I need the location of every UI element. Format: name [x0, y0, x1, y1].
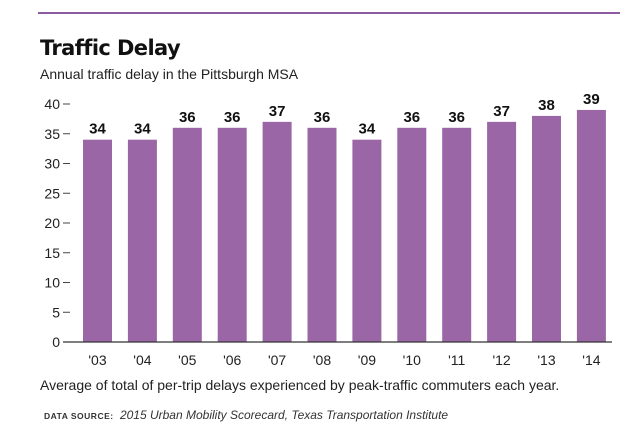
bar-value-label: 38 [538, 97, 555, 114]
bar-value-label: 36 [448, 109, 465, 126]
bar-value-label: 34 [89, 121, 106, 138]
bar [217, 127, 247, 342]
x-tick-label: '11 [448, 352, 465, 368]
bar [172, 127, 202, 342]
x-tick-label: '03 [88, 352, 106, 368]
y-axis: 0 5 10 15 20 25 30 35 40 [44, 96, 70, 350]
x-tick-label: '05 [178, 352, 196, 368]
chart-caption: Average of total of per-trip delays expe… [40, 377, 560, 393]
y-tick-label: 25 [44, 185, 60, 201]
y-tick-label: 30 [44, 156, 60, 172]
chart-subtitle: Annual traffic delay in the Pittsburgh M… [40, 66, 299, 82]
y-tick-label: 5 [52, 304, 60, 320]
data-source: DATA SOURCE: 2015 Urban Mobility Scoreca… [44, 408, 448, 422]
x-tick-label: '06 [223, 352, 241, 368]
x-axis: '03 '04 '05 '06 '07 '08 '09 '10 '11 '12 '13 '14 [63, 341, 612, 368]
x-tick-label: '12 [492, 352, 510, 368]
bar-value-label: 37 [493, 103, 510, 120]
bar-value-label: 39 [583, 91, 600, 108]
x-tick-label: '04 [133, 352, 151, 368]
bar [576, 109, 606, 342]
bar [487, 121, 517, 342]
x-tick-label: '08 [313, 352, 331, 368]
x-tick-label: '14 [582, 352, 600, 368]
x-tick-label: '09 [358, 352, 376, 368]
bar-value-label: 36 [314, 109, 331, 126]
bar-value-label: 36 [224, 109, 241, 126]
bar [442, 127, 472, 342]
bar [83, 139, 112, 342]
data-source-text: 2015 Urban Mobility Scorecard, Texas Tra… [119, 408, 449, 422]
x-tick-label: '07 [268, 352, 286, 368]
y-tick-label: 10 [44, 275, 60, 291]
bar-value-label: 36 [179, 109, 196, 126]
y-tick-label: 40 [44, 96, 60, 112]
bar [307, 127, 337, 342]
x-tick-label: '13 [537, 352, 555, 368]
y-tick-label: 20 [44, 215, 60, 231]
top-accent-rule [38, 12, 620, 14]
bar [397, 127, 427, 342]
bar [532, 115, 561, 343]
bar-value-label: 36 [403, 109, 420, 126]
bar-value-label: 34 [359, 121, 376, 138]
y-tick-label: 15 [44, 245, 60, 261]
bar [127, 139, 157, 342]
bars: 34 34 36 36 37 36 34 36 36 37 38 39 [83, 91, 606, 343]
bar [352, 139, 382, 342]
bar [262, 121, 292, 342]
chart-title: Traffic Delay [40, 36, 181, 60]
bar-value-label: 37 [269, 103, 286, 120]
data-source-label: DATA SOURCE: [44, 411, 114, 421]
y-tick-label: 35 [44, 126, 60, 142]
y-tick-label: 0 [52, 334, 60, 350]
bar-value-label: 34 [134, 121, 151, 138]
x-tick-label: '10 [403, 352, 421, 368]
